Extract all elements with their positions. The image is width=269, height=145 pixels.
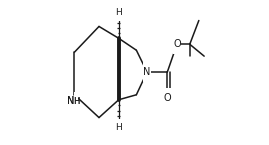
FancyBboxPatch shape — [143, 62, 151, 82]
FancyBboxPatch shape — [173, 34, 181, 54]
Text: H: H — [115, 123, 122, 132]
Text: H: H — [73, 97, 79, 106]
FancyBboxPatch shape — [116, 4, 122, 21]
Text: N: N — [67, 96, 74, 106]
Text: N: N — [143, 67, 151, 77]
Text: H: H — [115, 8, 122, 17]
FancyBboxPatch shape — [68, 92, 73, 111]
FancyBboxPatch shape — [163, 88, 171, 108]
Text: O: O — [173, 39, 181, 49]
FancyBboxPatch shape — [74, 92, 78, 111]
FancyBboxPatch shape — [116, 119, 122, 136]
Text: N: N — [67, 96, 74, 106]
Text: H: H — [73, 97, 79, 106]
Text: O: O — [164, 93, 171, 103]
